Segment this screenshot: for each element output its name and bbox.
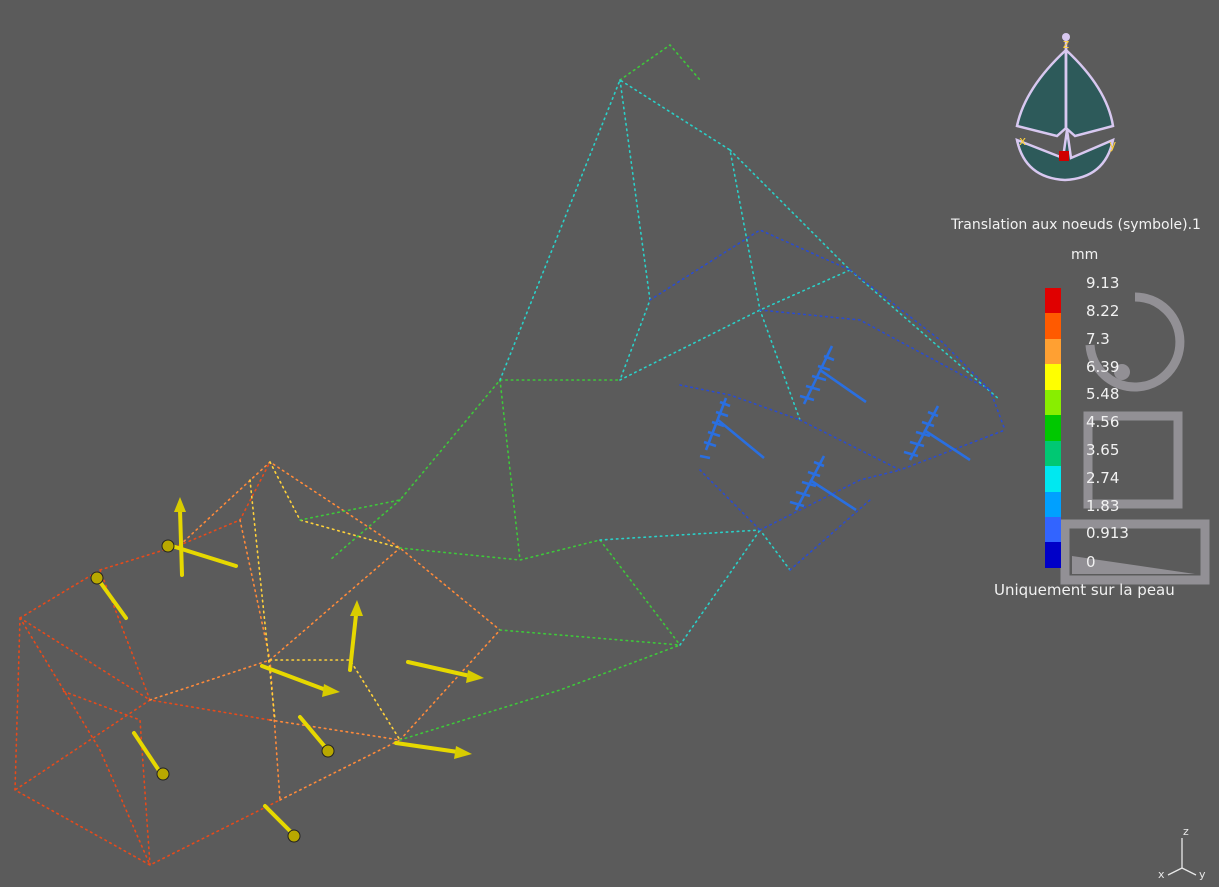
load-arrow-icon [161, 539, 238, 568]
legend-footer: Uniquement sur la peau [994, 581, 1175, 599]
background-part-silhouettes [1060, 292, 1210, 585]
color-scale-segment [1045, 364, 1061, 390]
load-arrow-icon [260, 664, 340, 697]
compass-x-label: x [1019, 134, 1026, 148]
color-scale-segment [1045, 415, 1061, 441]
load-arrow-icon [348, 600, 363, 672]
legend-tick: 0.913 [1086, 524, 1129, 542]
load-arrow-icon [406, 660, 484, 683]
restraint-symbols [699, 345, 971, 512]
load-arrow-icon [263, 804, 301, 843]
triad-y-label: y [1199, 868, 1206, 881]
triad-x-label: x [1158, 868, 1165, 881]
background-wedge [1072, 556, 1195, 574]
color-scale-segment [1045, 338, 1061, 365]
triad-z-label: z [1183, 825, 1189, 838]
compass-icon[interactable]: z x y [1005, 28, 1125, 188]
color-scale-segment [1045, 389, 1061, 416]
axis-triad-icon: z x y [1158, 825, 1206, 881]
mesh-wireframe [14, 43, 1006, 866]
legend-unit: mm [1071, 247, 1099, 263]
compass-z-label: z [1063, 37, 1069, 51]
color-scale-segment [1045, 491, 1061, 517]
legend-tick: 0 [1086, 553, 1096, 571]
compass-y-label: y [1109, 138, 1116, 152]
legend-tick: 8.22 [1086, 302, 1120, 320]
color-scale-segment [1045, 516, 1061, 543]
color-scale-segment [1045, 466, 1061, 492]
color-scale-segment [1045, 440, 1061, 467]
restraint-symbol-icon [789, 455, 857, 512]
load-arrow-icon [90, 571, 128, 620]
load-arrow-icon [298, 715, 335, 758]
load-arrow-icon [174, 497, 186, 577]
legend-tick: 6.39 [1086, 358, 1120, 376]
legend-tick: 1.83 [1086, 497, 1120, 515]
legend-tick: 2.74 [1086, 469, 1120, 487]
color-scale-segment [1045, 542, 1061, 568]
legend-tick: 3.65 [1086, 441, 1120, 459]
legend-title: Translation aux noeuds (symbole).1 [951, 217, 1201, 233]
color-scale-segment [1045, 288, 1061, 314]
color-scale-segment [1045, 313, 1061, 339]
restraint-symbol-icon [903, 405, 971, 462]
restraint-symbol-icon [799, 345, 867, 405]
color-scale-bar [1045, 288, 1061, 568]
legend-tick: 5.48 [1086, 385, 1120, 403]
legend-tick: 7.3 [1086, 330, 1110, 348]
restraint-symbol-icon [699, 397, 765, 460]
load-arrow-icon [394, 741, 472, 759]
legend-tick: 4.56 [1086, 413, 1120, 431]
load-arrows [90, 497, 484, 843]
legend-tick: 9.13 [1086, 274, 1120, 292]
load-arrow-icon [132, 731, 170, 781]
